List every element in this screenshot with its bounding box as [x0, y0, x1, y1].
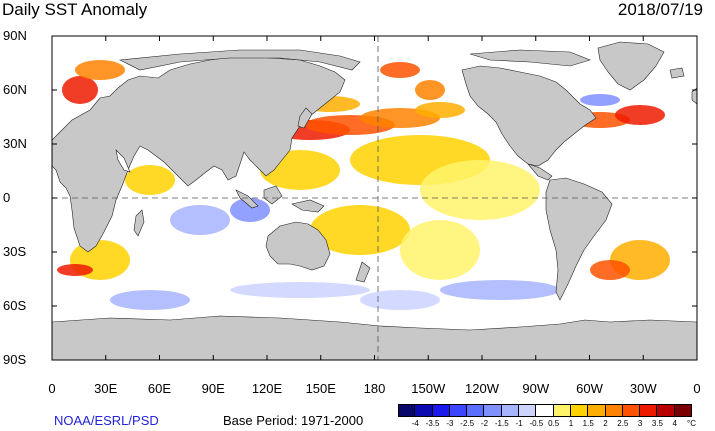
borneo: [263, 185, 283, 205]
colorbar-tick-label: -3.5: [425, 419, 440, 428]
antarctica: [52, 315, 697, 360]
anomaly-patch: [62, 76, 98, 104]
colorbar-tick-label: 3.5: [651, 419, 663, 428]
red-sea: [115, 149, 131, 173]
colorbar-tick-label: 3: [637, 419, 643, 428]
colorbar-swatch: [536, 404, 554, 417]
anomaly-patch: [420, 160, 540, 220]
axis-ticks: [51, 35, 698, 361]
colorbar-tick-label: -2: [480, 419, 489, 428]
anomaly-patch: [415, 80, 445, 100]
sumatra: [235, 189, 259, 209]
central-america: [527, 163, 553, 181]
x-tick-label: 150W: [411, 381, 446, 396]
greenland: [597, 41, 665, 91]
anomaly-patch: [57, 264, 93, 276]
x-tick-label: 60E: [147, 381, 172, 396]
madagascar: [133, 209, 145, 237]
anomaly-patch: [590, 260, 630, 280]
x-tick-label: 30E: [94, 381, 118, 396]
colorbar-tick-label: -0.5: [529, 419, 544, 428]
north-america: [461, 65, 597, 167]
x-tick-label: 90W: [522, 381, 550, 396]
colorbar-swatch: [605, 404, 623, 417]
anomaly-patch: [230, 198, 270, 222]
colorbar-tick-label: -1.5: [494, 419, 509, 428]
x-tick-label: 0: [48, 381, 56, 396]
arctic-eurasia: [118, 49, 361, 71]
anomaly-patch: [580, 94, 620, 106]
x-tick-label: 90E: [201, 381, 225, 396]
map-title: Daily SST Anomaly: [2, 0, 148, 19]
x-tick-label: 120W: [465, 381, 499, 396]
anomaly-patch: [125, 165, 175, 195]
colorbar-swatch: [657, 404, 675, 417]
colorbar-swatch: [449, 404, 468, 417]
colorbar-tick-label: -2.5: [460, 419, 475, 428]
colorbar-tick-label: 0.5: [548, 419, 560, 428]
colorbar-tick-label: 4: [672, 419, 677, 428]
y-tick-label: 60N: [3, 82, 27, 97]
x-tick-label: 0: [693, 381, 701, 396]
colorbar-swatch: [501, 404, 520, 417]
colorbar-swatch: [640, 404, 658, 417]
anomaly-patch: [615, 105, 665, 125]
x-tick-label: 180: [363, 381, 386, 396]
anomaly-patch: [170, 205, 230, 235]
credit-text: NOAA/ESRL/PSD: [54, 413, 159, 428]
colorbar-swatch: [622, 404, 641, 417]
colorbar-swatch: [398, 404, 416, 417]
colorbar: -4 -3.5 -3 -2.5 -2 -1.5 -1 -0.5 0.5 1 1.5 2 2.5 3 3.5 4…: [398, 404, 700, 431]
colorbar-swatch: [519, 404, 537, 417]
new-guinea: [291, 199, 325, 213]
anomaly-patch: [400, 220, 480, 280]
y-tick-label: 30N: [3, 136, 27, 151]
anomaly-patch: [440, 280, 560, 300]
y-tick-label: 60S: [3, 298, 27, 313]
anomaly-patch: [230, 282, 370, 298]
japan: [297, 107, 313, 129]
new-zealand: [355, 261, 371, 283]
y-tick-label: 0: [3, 190, 11, 205]
colorbar-swatch: [432, 404, 450, 417]
anomaly-patch: [360, 290, 440, 310]
colorbar-swatch: [415, 404, 433, 417]
colorbar-swatch: [484, 404, 502, 417]
arctic-canada: [469, 49, 591, 67]
y-tick-label: 90S: [3, 352, 27, 367]
colorbar-swatch: [570, 404, 589, 417]
colorbar-tick-label: 1: [568, 419, 574, 428]
colorbar-swatch: [553, 404, 571, 417]
x-tick-label: 120E: [251, 381, 283, 396]
colorbar-unit: °C: [687, 419, 696, 428]
south-america: [545, 177, 613, 301]
colorbar-tick-label: -3: [446, 419, 454, 428]
y-tick-label: 90N: [3, 28, 27, 43]
colorbar-tick-label: -4: [411, 419, 419, 428]
eurasia-africa: [52, 55, 346, 253]
base-period-text: Base Period: 1971-2000: [223, 413, 364, 428]
anomaly-patch: [310, 205, 410, 255]
anomaly-patch: [415, 102, 465, 118]
colorbar-tick-label: 1.5: [582, 419, 594, 428]
colorbar-tick-label: -1: [515, 419, 523, 428]
colorbar-tick-label: 2.5: [617, 419, 629, 428]
anomaly-patch: [110, 290, 190, 310]
anomaly-patch: [75, 60, 125, 80]
y-tick-label: 30S: [3, 244, 27, 259]
map-date: 2018/07/19: [617, 0, 703, 19]
colorbar-frame: [398, 404, 692, 417]
anomaly-patch: [380, 62, 420, 78]
colorbar-tick-label: 2: [603, 419, 608, 428]
australia: [265, 221, 331, 271]
british-isles: [691, 87, 697, 105]
colorbar-swatch: [467, 404, 485, 417]
land-masses: [52, 41, 697, 360]
colorbar-swatch: [588, 404, 606, 417]
iceland: [669, 67, 685, 79]
x-tick-label: 30W: [629, 381, 657, 396]
x-tick-label: 150E: [305, 381, 336, 396]
x-tick-label: 60W: [576, 381, 603, 396]
